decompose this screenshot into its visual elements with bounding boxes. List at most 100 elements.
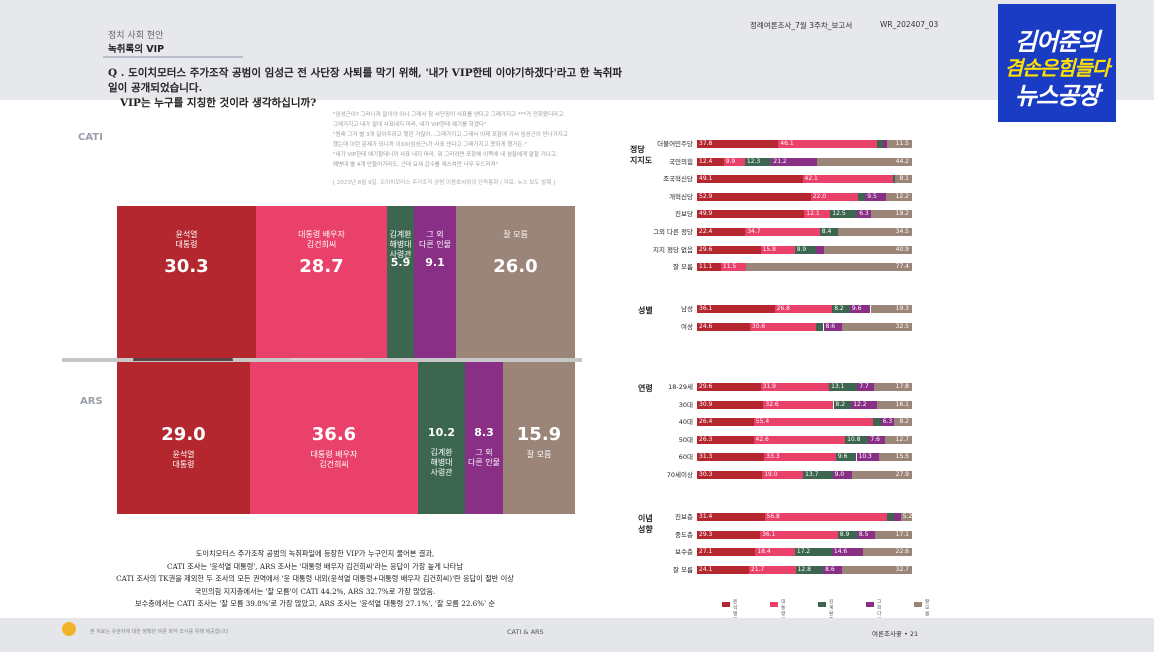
row-segment: 30.9 xyxy=(697,401,764,409)
row-segment: 31.4 xyxy=(697,513,765,521)
row-segment: 26.8 xyxy=(774,305,833,313)
row-segment: 12.2 xyxy=(885,193,912,201)
row-label: 더불어민주당 xyxy=(657,140,693,148)
row-segment: 26.4 xyxy=(697,418,754,426)
summary-line: 국민의힘 지지층에서는 '잘 모름'이 CATI 44.2%, ARS 32.7… xyxy=(194,586,436,596)
quote-line: "원래 그거 별 3개 달아주려고 했던 거잖아…그래가지고 그래서 이제 포항… xyxy=(333,132,568,138)
row-label: 30대 xyxy=(678,401,693,409)
row-label: 남성 xyxy=(681,305,693,313)
row-label: 잘 모름 xyxy=(672,566,693,574)
footer-section: CATI & ARS xyxy=(507,628,544,636)
row-label: 60대 xyxy=(678,453,693,461)
row-segment: 34.7 xyxy=(745,228,820,236)
row-segment xyxy=(815,246,825,254)
row-segment: 21.7 xyxy=(748,566,796,574)
cati_bars-segment-value: 9.1 xyxy=(425,256,445,269)
row-segment: 13.1 xyxy=(829,383,858,391)
row-segment: 17.8 xyxy=(873,383,912,391)
quote-line: 그래가지고 내가 절대 사표내지 마라, 내가 VIP한테 얘기를 하겠다" xyxy=(333,122,487,128)
row-segment: 36.1 xyxy=(697,305,775,313)
row-segment: 52.9 xyxy=(697,193,811,201)
row-label: 보수층 xyxy=(675,548,693,556)
row-segment: 46.1 xyxy=(778,140,878,148)
cati_bars-segment-value: 28.7 xyxy=(299,256,344,277)
row-segment xyxy=(893,513,901,521)
breakdown-row: 18-29세 29.6 31.9 13.1 7.7 17.8 xyxy=(668,383,912,392)
row-segment: 11.1 xyxy=(697,263,721,271)
group-label: 정당 지지도 xyxy=(630,145,653,165)
quote-line: "임성근이? 그러니까 말이야 아니 그래서 참 사단장이 사표를 낸다고 그래… xyxy=(333,112,566,118)
row-segment: 24.1 xyxy=(697,566,749,574)
ars_bars-segment-name: 잘 모름 xyxy=(526,450,552,459)
row-segment: 8.2 xyxy=(894,418,912,426)
breakdown-row: 여성 24.6 30.6 8.6 32.5 xyxy=(681,323,912,332)
logo-line-2: 겸손은힘들다 xyxy=(1004,56,1110,80)
quote-line: 했는데 이런 문제가 되니까 이XX(임성근)가 사표 낸다고 그래가지고 못하… xyxy=(333,142,527,148)
row-segment xyxy=(892,175,895,183)
breakdown-row: 30대 30.9 32.6 8.2 12.2 16.1 xyxy=(679,401,912,410)
breakdown-row: 진보당 49.9 12.1 12.5 6.3 19.2 xyxy=(675,210,912,219)
ars_bars-segment-value: 29.0 xyxy=(161,424,206,445)
row-segment: 6.3 xyxy=(857,210,871,218)
transcript-quote: "임성근이? 그러니까 말이야 아니 그래서 참 사단장이 사표를 낸다고 그래… xyxy=(333,110,578,170)
row-segment: 6.3 xyxy=(880,418,895,426)
survey-question: Q . 도이치모터스 주가조작 공범이 임성근 전 사단장 사퇴를 막기 위해,… xyxy=(108,66,628,111)
footer-note: 본 자료는 유권자에 대한 정확한 여론 파악 조사를 위해 제공합니다 xyxy=(90,629,229,635)
legend-swatch xyxy=(866,602,874,607)
header-band xyxy=(0,0,1154,100)
legend-swatch xyxy=(914,602,922,607)
row-segment: 9.0 xyxy=(832,471,852,479)
row-segment: 15.8 xyxy=(760,246,795,254)
row-label: 50대 xyxy=(678,436,693,444)
row-segment: 11.5 xyxy=(720,263,746,271)
row-segment: 29.6 xyxy=(697,246,761,254)
row-segment: 22.4 xyxy=(697,228,746,236)
row-segment: 8.2 xyxy=(833,401,852,409)
row-segment: 30.6 xyxy=(749,323,816,331)
row-segment: 29.3 xyxy=(697,531,761,539)
row-label: 18-29세 xyxy=(668,383,693,391)
summary-line: 도이치모터스 주가조작 공범의 녹취파일에 등장한 VIP가 누구인지 물어본 … xyxy=(195,549,435,558)
row-segment: 16.1 xyxy=(877,401,912,409)
cati_bars-segment-value: 30.3 xyxy=(164,256,209,277)
cati_bars-bar-segment: 그 외 다른 인물 9.1 xyxy=(414,206,456,358)
row-segment: 42.6 xyxy=(753,436,846,444)
quote-source: [ 2023년 8월 9일, 도이치모터스 주가조작 공범 이종호씨와의 단독통… xyxy=(333,180,556,186)
logo-line-1: 김어준의 xyxy=(1014,28,1100,56)
row-segment: 36.1 xyxy=(760,531,838,539)
row-label: 그외 다른 정당 xyxy=(652,228,693,236)
row-segment: 27.1 xyxy=(697,548,756,556)
row-segment: 12.2 xyxy=(851,401,878,409)
row-segment: 5.2 xyxy=(900,513,912,521)
ars_bars-segment-value: 10.2 xyxy=(427,426,456,439)
row-segment: 24.6 xyxy=(697,323,750,331)
row-segment xyxy=(815,323,824,331)
channel-logo: 김어준의 겸손은힘들다 뉴스공장 xyxy=(998,4,1116,122)
group-label: 연령 xyxy=(638,384,653,393)
row-label: 국민의힘 xyxy=(669,158,693,166)
row-segment: 12.8 xyxy=(795,566,824,574)
ars_bars-bar-segment: 그 외 다른 인물 8.3 xyxy=(465,362,503,514)
row-segment: 32.6 xyxy=(763,401,834,409)
cati_bars-segment-name: 김계환 해병대 사령관 xyxy=(389,230,412,259)
ars_bars-segment-name: 그 외 다른 인물 xyxy=(468,448,500,467)
legend-label: 잘모름 xyxy=(925,600,930,617)
row-segment: 49.9 xyxy=(697,210,805,218)
row-segment: 77.4 xyxy=(745,263,912,271)
row-segment: 19.3 xyxy=(870,305,912,313)
row-segment: 42.1 xyxy=(802,175,893,183)
cati_bars-bar-segment: 잘 모름 26.0 xyxy=(456,206,575,358)
logo-line-3: 뉴스공장 xyxy=(1014,82,1100,110)
row-segment: 11.5 xyxy=(887,140,912,148)
row-segment: 9.5 xyxy=(865,193,886,201)
quote-line: "내가 VIP한테 얘기할테니까 사표 내지 마라. 뭐 그러려면 포항에 이쪽… xyxy=(333,152,558,158)
ars_bars-segment-name: 윤석열 대통령 xyxy=(172,450,195,469)
row-segment: 8.4 xyxy=(819,228,838,236)
row-label: 조국혁신당 xyxy=(663,175,693,183)
breakdown-row: 개혁신당 52.9 22.0 9.5 12.2 xyxy=(669,193,912,202)
row-segment: 10.8 xyxy=(845,436,869,444)
ars_bars-segment-value: 15.9 xyxy=(516,424,562,445)
row-segment: 30.3 xyxy=(697,471,763,479)
breakdown-row: 그외 다른 정당 22.4 34.7 8.4 34.5 xyxy=(653,228,912,237)
row-segment: 31.9 xyxy=(760,383,830,391)
